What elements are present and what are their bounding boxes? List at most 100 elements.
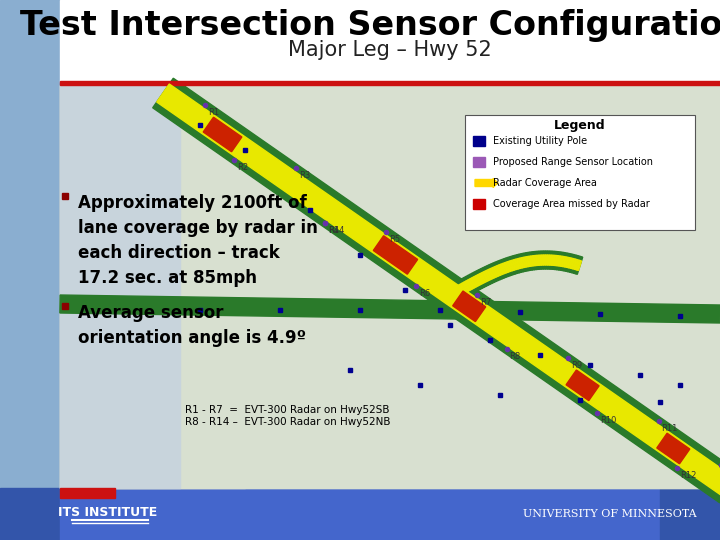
Polygon shape	[498, 260, 506, 278]
Polygon shape	[566, 370, 599, 401]
Polygon shape	[521, 253, 527, 272]
Text: R2: R2	[238, 163, 248, 172]
Polygon shape	[466, 280, 472, 290]
Polygon shape	[478, 274, 485, 284]
Polygon shape	[489, 264, 498, 281]
Polygon shape	[490, 268, 497, 278]
Polygon shape	[523, 253, 528, 271]
Polygon shape	[558, 252, 563, 270]
Polygon shape	[566, 254, 572, 272]
Polygon shape	[482, 267, 492, 284]
Polygon shape	[510, 256, 518, 274]
Polygon shape	[577, 260, 582, 271]
Polygon shape	[541, 251, 544, 269]
Polygon shape	[478, 269, 488, 286]
Bar	[60, 85, 180, 488]
Polygon shape	[505, 262, 510, 272]
Polygon shape	[488, 268, 495, 279]
Polygon shape	[539, 255, 541, 265]
Text: Approximately 2100ft of
lane coverage by radar in
each direction – track
17.2 se: Approximately 2100ft of lane coverage by…	[78, 194, 318, 287]
Polygon shape	[458, 280, 469, 297]
Polygon shape	[462, 282, 469, 292]
Polygon shape	[485, 266, 495, 283]
Polygon shape	[492, 267, 499, 277]
Polygon shape	[526, 253, 531, 271]
Polygon shape	[524, 257, 528, 267]
Polygon shape	[491, 263, 500, 280]
Polygon shape	[535, 255, 538, 266]
Text: R1 - R7  =  EVT-300 Radar on Hwy52SB: R1 - R7 = EVT-300 Radar on Hwy52SB	[185, 405, 390, 415]
Polygon shape	[557, 256, 560, 266]
Polygon shape	[569, 258, 573, 268]
Polygon shape	[554, 252, 559, 269]
Polygon shape	[572, 259, 577, 269]
Polygon shape	[500, 260, 508, 277]
Polygon shape	[573, 256, 580, 274]
Bar	[60, 0, 720, 82]
Polygon shape	[575, 260, 580, 270]
Polygon shape	[513, 255, 519, 273]
Polygon shape	[470, 273, 480, 290]
Polygon shape	[502, 259, 510, 276]
Polygon shape	[533, 255, 536, 266]
Text: R11: R11	[662, 424, 678, 433]
Text: Proposed Range Sensor Location: Proposed Range Sensor Location	[493, 157, 653, 167]
Text: Average sensor
orientation angle is 4.9º: Average sensor orientation angle is 4.9º	[78, 304, 306, 347]
Polygon shape	[476, 270, 487, 287]
Polygon shape	[474, 271, 485, 288]
Polygon shape	[459, 284, 467, 293]
Polygon shape	[153, 78, 720, 503]
Polygon shape	[562, 253, 567, 271]
Polygon shape	[495, 266, 500, 276]
Polygon shape	[544, 251, 546, 269]
Bar	[473, 136, 485, 146]
Polygon shape	[547, 251, 550, 269]
Polygon shape	[468, 279, 474, 289]
Polygon shape	[570, 259, 575, 269]
Polygon shape	[560, 252, 565, 271]
Polygon shape	[464, 276, 474, 293]
Bar	[473, 199, 485, 209]
Text: R9: R9	[571, 361, 582, 370]
Polygon shape	[559, 256, 562, 266]
Polygon shape	[536, 251, 540, 269]
Polygon shape	[493, 262, 502, 280]
Polygon shape	[515, 255, 521, 273]
Polygon shape	[501, 264, 507, 274]
Polygon shape	[509, 260, 514, 271]
Polygon shape	[468, 274, 479, 291]
Polygon shape	[557, 252, 561, 270]
Text: ITS INSTITUTE: ITS INSTITUTE	[58, 505, 158, 518]
Bar	[60, 488, 115, 498]
Polygon shape	[157, 84, 720, 497]
Text: R7: R7	[480, 298, 492, 307]
Polygon shape	[203, 117, 242, 152]
Polygon shape	[528, 252, 533, 270]
Text: Test Intersection Sensor Configuration:: Test Intersection Sensor Configuration:	[20, 9, 720, 42]
Bar	[0, 488, 720, 540]
Text: Coverage Area missed by Radar: Coverage Area missed by Radar	[493, 199, 649, 209]
Bar	[0, 0, 60, 488]
Text: R6: R6	[419, 289, 430, 298]
Polygon shape	[470, 278, 477, 288]
Bar	[60, 81, 720, 85]
Polygon shape	[539, 251, 542, 269]
Polygon shape	[495, 261, 504, 279]
Polygon shape	[453, 291, 486, 322]
Polygon shape	[553, 255, 556, 266]
Polygon shape	[503, 262, 508, 273]
Polygon shape	[511, 260, 516, 270]
Polygon shape	[555, 255, 558, 266]
Bar	[473, 157, 485, 167]
Text: R14: R14	[328, 226, 344, 235]
Polygon shape	[570, 255, 576, 273]
Text: R8 - R14 –  EVT-300 Radar on Hwy52NB: R8 - R14 – EVT-300 Radar on Hwy52NB	[185, 417, 390, 427]
Text: Major Leg – Hwy 52: Major Leg – Hwy 52	[288, 40, 492, 60]
Polygon shape	[553, 251, 557, 269]
Polygon shape	[506, 258, 513, 275]
Polygon shape	[499, 264, 505, 274]
Polygon shape	[657, 433, 690, 464]
Polygon shape	[516, 259, 521, 269]
Bar	[60, 488, 660, 540]
Bar	[660, 488, 720, 540]
